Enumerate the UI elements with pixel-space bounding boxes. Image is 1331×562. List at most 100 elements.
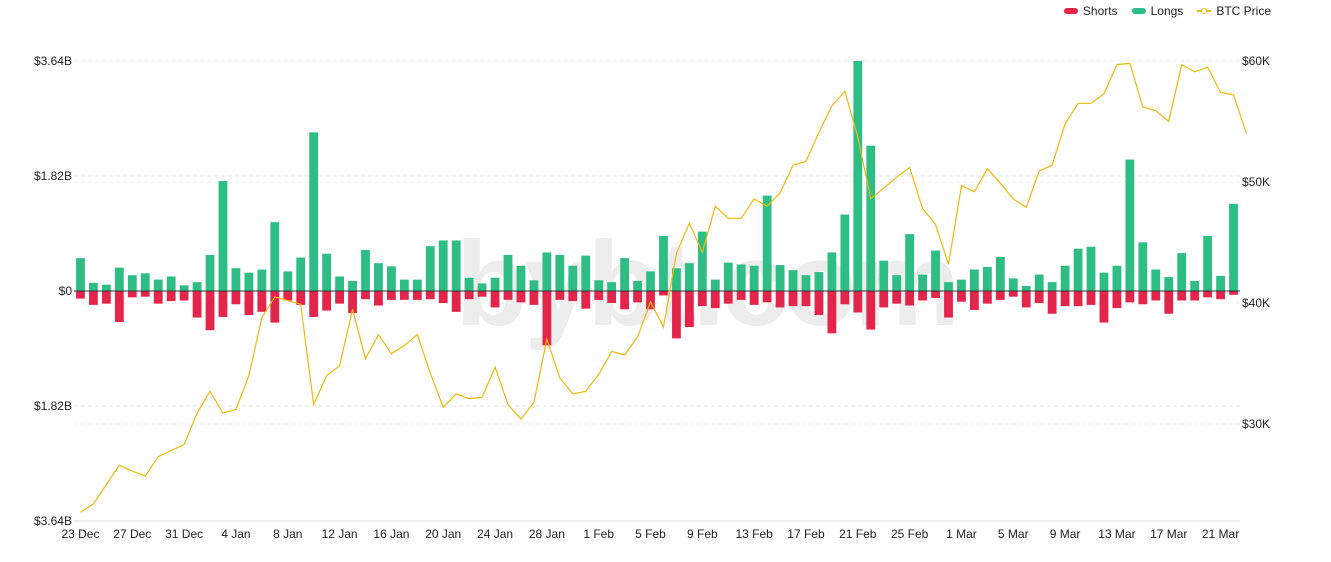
longs-bar	[568, 265, 578, 291]
x-tick-label: 16 Jan	[373, 527, 409, 541]
shorts-bar	[399, 291, 409, 300]
longs-bar	[399, 279, 409, 291]
longs-bar	[697, 231, 707, 291]
shorts-bar	[1008, 291, 1018, 297]
shorts-bar	[361, 291, 370, 300]
x-tick-label: 24 Jan	[477, 527, 513, 541]
shorts-bar	[918, 291, 927, 301]
shorts-bar	[775, 291, 785, 308]
legend-shorts[interactable]: Shorts	[1063, 4, 1118, 18]
shorts-bar	[944, 291, 953, 318]
longs-bar	[1086, 246, 1096, 291]
shorts-bar	[283, 291, 293, 301]
x-tick-label: 5 Feb	[635, 527, 666, 541]
longs-bar	[1229, 203, 1238, 291]
longs-bar	[775, 265, 785, 291]
shorts-bar	[490, 291, 500, 308]
longs-bar	[1125, 159, 1135, 291]
longs-bar	[1190, 280, 1200, 291]
longs-bar	[970, 269, 979, 291]
shorts-bar	[840, 291, 850, 305]
shorts-bar	[114, 291, 124, 322]
longs-bar	[270, 222, 280, 291]
shorts-bar	[1164, 291, 1174, 314]
x-tick-label: 17 Mar	[1150, 527, 1187, 541]
y-right-tick-label: $60K	[1242, 54, 1270, 68]
shorts-bar	[827, 291, 837, 334]
shorts-bar	[710, 291, 720, 309]
longs-bar	[1177, 253, 1187, 291]
longs-bar	[451, 240, 461, 291]
longs-bar	[1164, 277, 1174, 291]
shorts-bar	[1047, 291, 1057, 314]
shorts-bar	[244, 291, 254, 316]
longs-bar	[1047, 282, 1057, 291]
shorts-bar	[296, 291, 306, 305]
longs-bar	[76, 258, 85, 291]
legend-shorts-swatch	[1063, 8, 1078, 14]
shorts-bar	[192, 291, 202, 318]
shorts-bar	[736, 291, 746, 300]
longs-bar	[231, 268, 241, 291]
shorts-bar	[1034, 291, 1044, 304]
longs-bar	[257, 269, 267, 291]
longs-bar	[723, 262, 733, 291]
shorts-bar	[1229, 291, 1238, 295]
x-tick-label: 4 Jan	[221, 527, 250, 541]
longs-bar	[957, 279, 966, 291]
shorts-bar	[749, 291, 759, 305]
shorts-bar	[425, 291, 435, 300]
longs-bar	[1008, 278, 1018, 291]
shorts-bar	[866, 291, 876, 330]
longs-bar	[1151, 269, 1161, 291]
x-tick-label: 21 Feb	[839, 527, 877, 541]
shorts-bar	[1099, 291, 1109, 323]
legend-shorts-label: Shorts	[1082, 4, 1118, 18]
shorts-bar	[166, 291, 176, 302]
x-tick-label: 12 Jan	[322, 527, 358, 541]
longs-bar	[205, 254, 215, 291]
longs-bar	[620, 258, 630, 291]
longs-bar	[438, 240, 448, 291]
longs-bar	[192, 282, 202, 291]
longs-bar	[1138, 242, 1148, 291]
x-tick-label: 13 Feb	[735, 527, 773, 541]
longs-bar	[114, 267, 124, 291]
longs-bar	[672, 268, 681, 291]
shorts-bar	[646, 291, 655, 310]
longs-bar	[412, 279, 422, 291]
x-tick-label: 17 Feb	[787, 527, 825, 541]
shorts-bar	[348, 291, 357, 314]
longs-bar	[1203, 236, 1213, 291]
longs-bar	[244, 272, 254, 291]
longs-bar	[503, 254, 513, 291]
shorts-bar	[516, 291, 526, 303]
shorts-bar	[1086, 291, 1096, 305]
legend-longs[interactable]: Longs	[1131, 4, 1183, 18]
legend-btc-price[interactable]: BTC Price	[1197, 4, 1271, 18]
longs-bar	[309, 132, 319, 291]
btc-price-line	[80, 62, 1248, 513]
shorts-bar	[594, 291, 604, 300]
longs-bar	[918, 274, 927, 291]
shorts-bar	[1177, 291, 1187, 301]
longs-bar	[736, 264, 746, 291]
longs-bar	[1060, 265, 1070, 291]
shorts-bar	[568, 291, 578, 302]
shorts-bar	[931, 291, 940, 298]
longs-bar	[348, 280, 357, 291]
shorts-bar	[309, 291, 319, 317]
longs-bar	[944, 282, 953, 291]
longs-bar	[374, 263, 383, 291]
shorts-bar	[581, 291, 591, 309]
longs-bar	[1034, 274, 1044, 291]
shorts-bar	[1190, 291, 1200, 301]
longs-bar	[1073, 248, 1083, 291]
x-tick-label: 1 Feb	[583, 527, 614, 541]
shorts-bar	[503, 291, 513, 300]
shorts-bar	[205, 291, 215, 331]
shorts-bar	[970, 291, 979, 310]
shorts-bar	[438, 291, 448, 304]
longs-bar	[879, 260, 889, 291]
longs-bar	[995, 256, 1005, 291]
